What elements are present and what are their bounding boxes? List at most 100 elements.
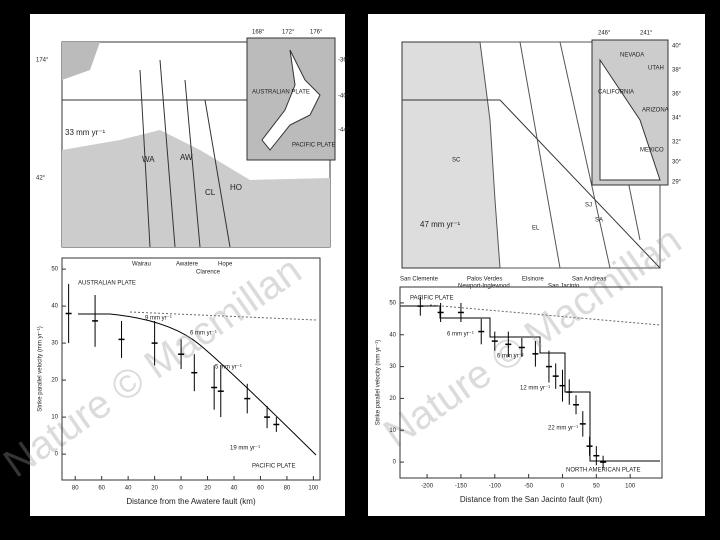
data-point (559, 384, 566, 387)
right-map: 47 mm yr⁻¹ SC EL SJ SA 246° 241° 40° 38°… (401, 31, 682, 269)
x-tick-label: 50 (593, 484, 600, 490)
data-point (178, 353, 185, 355)
x-tick-label: 20 (204, 486, 211, 492)
data-point (600, 461, 607, 463)
data-point (593, 454, 600, 457)
data-point (118, 338, 125, 341)
state-label: MEXICO (640, 148, 664, 154)
x-tick-label: -50 (524, 484, 533, 490)
land (62, 130, 330, 247)
plate-label: PACIFIC PLATE (292, 143, 335, 149)
y-tick-label: 0 (393, 460, 397, 466)
annotation: San Clemente (400, 277, 439, 283)
x-tick-label: 100 (625, 484, 636, 490)
state-label: NEVADA (620, 53, 644, 59)
data-point (92, 320, 99, 322)
plate-label: AUSTRALIAN PLATE (252, 90, 310, 96)
y-axis-label: Strike parallel velocity (mm yr⁻¹) (38, 326, 44, 412)
x-tick-label: 20 (151, 486, 158, 492)
x-axis-label: Distance from the Awatere fault (km) (126, 497, 256, 506)
annotation: Wairau (132, 262, 151, 268)
plot-frame (61, 257, 321, 481)
annotation: PACIFIC PLATE (410, 296, 453, 302)
lon-label: 246° (598, 31, 611, 37)
model-curve (129, 311, 317, 321)
data-point (532, 353, 539, 355)
annotation: Clarence (196, 270, 221, 276)
lat-label: 30° (672, 160, 682, 166)
data-point (579, 423, 586, 425)
data-point (273, 423, 280, 426)
island (261, 49, 321, 151)
data-point (518, 346, 525, 349)
lat-label: 32° (672, 140, 682, 146)
data-point (505, 343, 512, 346)
data-point (217, 390, 224, 392)
lon-label: 241° (640, 31, 653, 37)
fault-label: EL (532, 226, 540, 232)
rate-label: 47 mm yr⁻¹ (420, 220, 461, 229)
y-tick-label: 10 (389, 428, 396, 434)
model-curve (78, 313, 317, 456)
y-tick-label: 40 (51, 304, 58, 310)
data-point (545, 365, 552, 368)
annotation: San Andreas (572, 277, 606, 283)
lat-label: -36° (338, 58, 350, 64)
x-tick-label: 40 (125, 486, 132, 492)
fault-label: SC (452, 158, 461, 164)
fault-label: HO (230, 183, 242, 192)
y-tick-label: 50 (389, 300, 396, 306)
fault-label: WA (142, 155, 155, 164)
y-tick-label: 0 (55, 452, 59, 458)
annotation: 5 mm yr⁻¹ (215, 365, 242, 371)
fault-label: AW (180, 153, 193, 162)
model-curve (400, 305, 660, 462)
x-tick-label: 60 (98, 486, 105, 492)
lat-label: 174° (36, 58, 49, 64)
x-tick-label: -200 (421, 484, 434, 490)
annotation: 19 mm yr⁻¹ (230, 446, 260, 452)
lon-label: 176° (310, 30, 323, 36)
data-point (437, 311, 444, 314)
data-point (457, 311, 464, 314)
data-point (244, 397, 251, 400)
annotation: Hope (218, 262, 233, 268)
x-tick-label: -150 (455, 484, 468, 490)
data-point (566, 391, 573, 393)
y-tick-label: 20 (51, 378, 58, 384)
x-tick-label: 100 (308, 486, 319, 492)
annotation: Newport-Inglewood (458, 284, 510, 290)
annotation: Elsinore (522, 277, 544, 283)
data-point (211, 386, 218, 389)
fault-trace (139, 59, 231, 248)
data-point (191, 371, 198, 374)
y-tick-label: 40 (389, 332, 396, 338)
data-point (151, 342, 158, 344)
y-axis-label: Strike parallel velocity (mm yr⁻¹) (376, 340, 382, 426)
x-axis-label: Distance from the San Jacinto fault (km) (460, 495, 603, 504)
annotation: AUSTRALIAN PLATE (78, 281, 136, 287)
y-tick-label: 20 (389, 396, 396, 402)
y-tick-label: 30 (389, 364, 396, 370)
y-tick-label: 30 (51, 341, 58, 347)
profile-line (402, 99, 661, 269)
lat-label: 34° (672, 116, 682, 122)
lat-label: -40° (338, 94, 350, 100)
land (599, 58, 661, 181)
lat-label: 42° (36, 176, 46, 182)
lat-label: 29° (672, 180, 682, 186)
x-tick-label: 40 (231, 486, 238, 492)
lon-label: 172° (282, 30, 295, 36)
fault-label: SJ (585, 203, 592, 209)
annotation: Palos Verdes (467, 277, 502, 283)
y-tick-label: 50 (51, 267, 58, 273)
y-tick-label: 10 (51, 415, 58, 421)
data-point (573, 404, 580, 406)
lat-label: 38° (672, 68, 682, 74)
lat-label: 40° (672, 44, 682, 50)
land (62, 42, 100, 80)
lat-label: -44° (338, 128, 350, 134)
x-tick-label: 80 (72, 486, 79, 492)
data-point (417, 305, 424, 307)
